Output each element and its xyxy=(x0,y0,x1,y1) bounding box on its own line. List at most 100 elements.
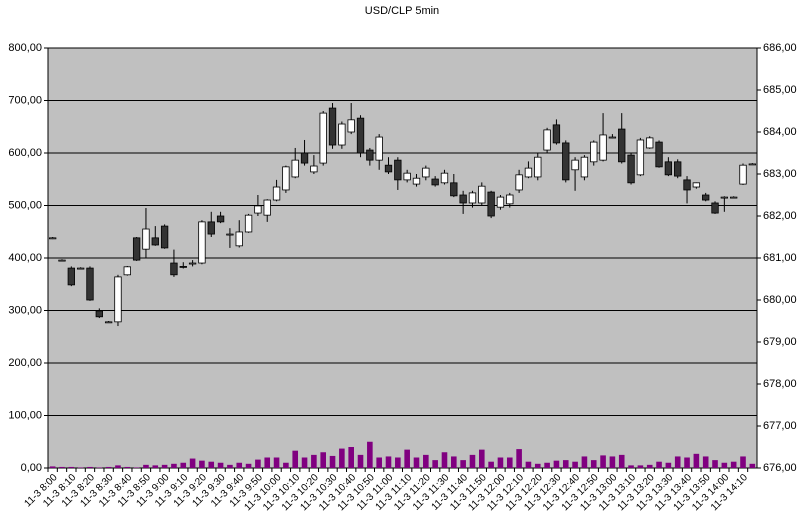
candle-body xyxy=(263,199,271,216)
candle-body xyxy=(76,267,85,270)
candle-body xyxy=(319,112,327,164)
volume-bar xyxy=(562,460,569,468)
volume-bar xyxy=(637,465,644,468)
y2-tick-label: 680,00 xyxy=(763,294,797,306)
candle-body xyxy=(720,196,729,199)
candle-body xyxy=(496,196,505,208)
y2-tick-label: 678,00 xyxy=(763,378,797,390)
volume-bar xyxy=(441,452,448,468)
y2-tick-label: 686,00 xyxy=(763,42,797,54)
candle-body xyxy=(552,124,561,144)
candle-body xyxy=(235,231,243,247)
candle-body xyxy=(142,228,150,250)
candle-body xyxy=(608,136,617,139)
volume-bar xyxy=(311,454,317,468)
volume-bar xyxy=(609,456,616,468)
volume-bar xyxy=(646,464,653,468)
y-tick-label: 700,00 xyxy=(8,94,42,106)
candle-body xyxy=(748,163,757,166)
y2-tick-label: 684,00 xyxy=(763,126,797,138)
candle-body xyxy=(590,141,598,163)
candle-body xyxy=(310,165,318,173)
candle-body xyxy=(226,233,234,236)
y2-tick-label: 676,00 xyxy=(763,462,797,474)
volume-bar xyxy=(68,466,75,468)
volume-bar xyxy=(740,456,746,468)
candle-body xyxy=(478,185,486,204)
candle-body xyxy=(282,166,290,191)
volume-bar xyxy=(460,460,466,468)
volume-bar xyxy=(208,461,215,468)
candle-body xyxy=(272,186,281,201)
volume-bar xyxy=(600,455,606,468)
volume-bar xyxy=(59,466,65,468)
volume-bar xyxy=(180,462,187,468)
candle-body xyxy=(674,161,682,177)
candle-body xyxy=(403,172,411,181)
volume-bar xyxy=(506,457,513,468)
candle-body xyxy=(618,128,626,163)
volume-bar xyxy=(656,461,662,468)
candle-body xyxy=(170,262,178,276)
candle-body xyxy=(48,237,57,240)
volume-bar xyxy=(329,455,336,468)
candle-body xyxy=(459,194,467,204)
candle-body xyxy=(562,142,570,181)
volume-bar xyxy=(413,457,420,468)
candle-body xyxy=(580,156,589,178)
candle-body xyxy=(104,321,113,324)
volume-bar xyxy=(171,463,177,468)
volume-bar xyxy=(712,460,718,468)
volume-bar xyxy=(189,458,196,468)
volume-bar xyxy=(702,456,709,468)
chart-title: USD/CLP 5min xyxy=(365,5,439,17)
volume-bar xyxy=(292,450,299,468)
volume-bar xyxy=(478,449,485,468)
y-tick-label: 500,00 xyxy=(8,199,42,211)
candle-body xyxy=(86,267,94,301)
candle-body xyxy=(506,194,514,205)
candle-body xyxy=(366,149,374,161)
candle-body xyxy=(356,117,365,154)
y2-tick-label: 681,00 xyxy=(763,252,797,264)
candle-body xyxy=(524,167,533,178)
candle-body xyxy=(422,167,430,178)
candle-body xyxy=(300,152,309,164)
candle-body xyxy=(328,107,337,146)
volume-bar xyxy=(143,464,149,468)
volume-bar xyxy=(236,462,243,468)
volume-bar xyxy=(665,462,672,468)
volume-bar xyxy=(749,463,756,468)
candle-body xyxy=(739,164,747,185)
candle-body xyxy=(702,194,710,201)
y2-tick-label: 685,00 xyxy=(763,84,797,96)
volume-bar xyxy=(684,457,690,468)
volume-bar xyxy=(199,460,205,468)
candle-body xyxy=(636,139,645,176)
volume-bar xyxy=(730,461,737,468)
volume-bar xyxy=(395,457,401,468)
y-tick-label: 600,00 xyxy=(8,147,42,159)
volume-bar xyxy=(348,447,354,468)
candle-body xyxy=(123,266,131,276)
volume-bar xyxy=(339,448,345,468)
candle-body xyxy=(543,129,551,151)
candle-body xyxy=(692,182,701,188)
volume-bar xyxy=(320,452,327,468)
candle-body xyxy=(440,172,449,184)
candle-body xyxy=(188,262,197,265)
candle-body xyxy=(664,161,673,176)
candle-body xyxy=(347,119,355,133)
candle-body xyxy=(534,156,542,178)
volume-bar xyxy=(301,457,308,468)
volume-bar xyxy=(283,462,289,468)
volume-bar xyxy=(423,454,429,468)
volume-bar xyxy=(544,462,550,468)
candle-body xyxy=(114,276,122,323)
y-tick-label: 300,00 xyxy=(8,304,42,316)
volume-bar xyxy=(497,457,504,468)
candle-body xyxy=(216,215,225,223)
candle-body xyxy=(487,191,495,217)
candle-body xyxy=(730,196,738,199)
